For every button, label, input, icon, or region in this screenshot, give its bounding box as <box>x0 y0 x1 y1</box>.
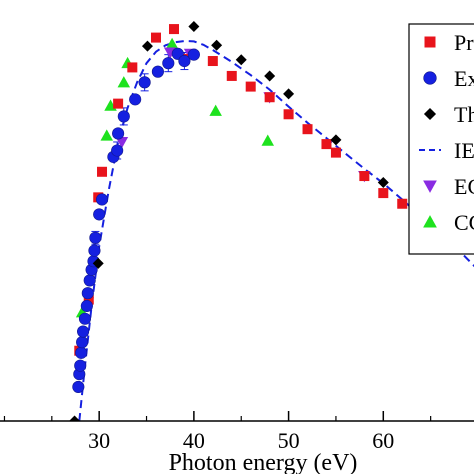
data-point-cc <box>100 129 114 141</box>
data-point-th <box>188 21 200 33</box>
data-point-pr <box>168 24 179 35</box>
data-point-ex <box>81 287 94 300</box>
data-point-pr <box>113 98 124 109</box>
legend-label: Pr <box>454 30 474 55</box>
data-point-th <box>211 39 223 51</box>
data-point-th <box>69 415 81 421</box>
data-layer <box>69 21 474 421</box>
data-point-pr <box>397 198 408 209</box>
data-point-ex <box>93 208 106 221</box>
data-point-cc <box>209 104 222 116</box>
data-point-ex <box>95 193 109 206</box>
legend-swatch <box>423 71 437 85</box>
data-point-pr <box>330 147 341 158</box>
data-point-ex <box>117 110 130 123</box>
data-point-pr <box>321 139 332 150</box>
data-point-pr <box>97 166 108 177</box>
data-point-ec <box>115 136 129 149</box>
data-point-pr <box>127 62 138 73</box>
data-point-ex <box>111 144 124 157</box>
x-axis-label: Photon energy (eV) <box>169 450 358 474</box>
data-point-th <box>264 70 276 82</box>
data-point-ex <box>178 54 191 68</box>
data-point-ex <box>187 48 200 61</box>
legend-swatch <box>423 180 437 193</box>
data-point-pr <box>283 109 294 120</box>
data-point-th <box>377 176 389 188</box>
data-point-th <box>283 88 295 100</box>
series-th <box>69 21 389 421</box>
data-point-ex <box>88 244 101 257</box>
legend-item-ex: Ex <box>423 66 474 91</box>
data-point-ex <box>89 231 102 244</box>
data-point-ex <box>80 299 93 313</box>
data-point-ex <box>74 359 87 372</box>
series-cc <box>75 37 275 318</box>
data-point-th <box>92 257 104 269</box>
legend-item-th: Th <box>423 102 474 127</box>
data-point-th <box>141 40 153 52</box>
data-point-pr <box>245 81 256 92</box>
data-point-pr <box>302 124 313 135</box>
plot-frame <box>0 420 474 422</box>
data-point-pr <box>226 70 237 81</box>
legend-item-ec: EC <box>423 174 474 199</box>
data-point-pr <box>83 294 94 305</box>
data-point-ex <box>138 76 151 89</box>
series-pr <box>74 24 408 356</box>
data-point-cc <box>261 134 275 146</box>
data-point-ex <box>112 127 125 140</box>
data-point-th <box>235 54 247 66</box>
legend-swatch <box>423 215 437 228</box>
data-point-th <box>330 134 342 146</box>
data-point-cc <box>117 76 131 88</box>
data-point-pr <box>207 56 218 67</box>
data-point-ex <box>129 93 142 106</box>
legend-swatch <box>424 36 436 48</box>
legend-label: EC <box>454 174 474 199</box>
legend: Pr Ex Th IE EC CC <box>408 23 474 255</box>
data-point-ex <box>77 325 90 338</box>
data-point-ex <box>83 274 96 287</box>
x-tick-label: 50 <box>278 428 300 453</box>
data-point-pr <box>151 32 161 43</box>
legend-label: Ex <box>454 66 474 91</box>
data-point-ex <box>151 65 164 78</box>
x-tick-label: 60 <box>372 428 394 453</box>
x-tick-label: 30 <box>88 428 110 453</box>
x-axis-ticks: 30 40 50 60 <box>3 411 432 453</box>
x-tick-label: 40 <box>183 428 205 453</box>
legend-label: Th <box>454 102 474 127</box>
legend-item-pr: Pr <box>424 30 474 55</box>
series-ex <box>72 47 200 393</box>
data-point-pr <box>264 92 275 103</box>
data-point-cc <box>165 37 179 49</box>
legend-item-cc: CC <box>423 210 474 235</box>
data-point-ex <box>78 312 92 325</box>
data-point-ex <box>75 346 88 359</box>
data-point-pr <box>359 171 370 182</box>
legend-swatch <box>423 107 437 121</box>
data-point-ex <box>72 380 85 393</box>
legend-label: IE <box>454 138 474 163</box>
legend-label: CC <box>454 210 474 235</box>
data-point-ex <box>162 57 175 70</box>
data-point-ex <box>76 336 89 349</box>
legend-item-ie: IE <box>419 138 474 163</box>
data-point-pr <box>378 188 389 199</box>
